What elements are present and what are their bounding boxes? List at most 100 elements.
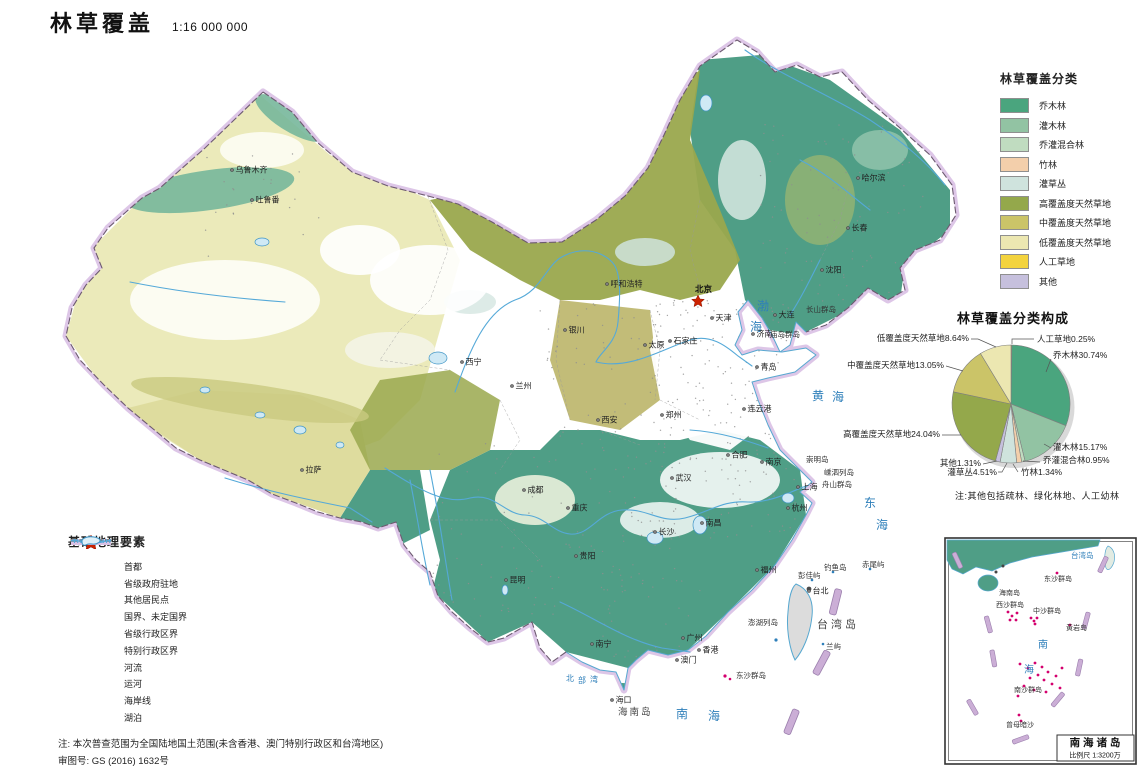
legend-label: 乔灌混合林: [1039, 140, 1085, 151]
geo-legend-item: 其他居民点: [68, 538, 278, 609]
capital-label: 北京: [695, 284, 713, 294]
island-label: 澎湖列岛: [748, 617, 778, 627]
small-islands: [723, 567, 872, 681]
sea-label: 海: [750, 319, 762, 334]
geo-legend-item: 湖泊: [68, 536, 278, 726]
island-label-large: 台湾岛: [817, 617, 859, 631]
legend-label: 灌木林: [1039, 120, 1067, 131]
pie-slice-label: 人工草地0.25%: [1037, 334, 1096, 344]
capital-star-icon: [691, 294, 705, 308]
special-boundary-icon: [68, 540, 116, 658]
island-label: 彭佳屿: [798, 570, 821, 580]
province-boundary-icon: [68, 540, 116, 642]
page-title: 林草覆盖: [50, 11, 155, 36]
pie-slice-label: 灌木林15.17%: [1053, 442, 1108, 452]
legend-swatch: [1000, 254, 1029, 270]
island-label: 舟山群岛: [822, 479, 852, 489]
legend-label: 其他: [1039, 276, 1058, 287]
pie-slice-label: 中覆盖度天然草地13.05%: [847, 360, 944, 370]
geo-legend-label: 运河: [124, 679, 143, 690]
island-label: 庙岛群岛: [770, 329, 800, 339]
pie-slice-label: 其他1.31%: [940, 458, 982, 468]
city-label: 南宁: [596, 639, 612, 649]
legend-item: 其他: [1000, 272, 1142, 292]
city-label: 郑州: [666, 410, 682, 420]
island-label: 崇明岛: [806, 454, 829, 464]
settlement-icon: [68, 538, 116, 608]
city-label: 澳门: [681, 655, 697, 665]
sea-label: 湾: [590, 674, 598, 684]
city-label: 海口: [616, 695, 632, 705]
pie-title: 林草覆盖分类构成: [957, 311, 1069, 326]
legend-swatch: [1000, 98, 1029, 114]
geo-legend-item: 运河: [68, 539, 278, 693]
legend-label: 乔木林: [1039, 101, 1067, 112]
pie-slice-label: 乔木林30.74%: [1053, 350, 1108, 360]
inset-label: 海南岛: [999, 588, 1020, 597]
legend-label: 人工草地: [1039, 257, 1076, 268]
pie-slice-label: 灌草丛4.51%: [947, 467, 997, 477]
city-label: 成都: [528, 485, 544, 495]
geo-legend-item: 海岸线: [68, 540, 278, 709]
city-label: 上海: [802, 482, 818, 492]
page-header: 林草覆盖 1:16 000 000: [50, 6, 248, 38]
inset-label: 西沙群岛: [996, 600, 1024, 609]
national-boundary-icon: [68, 539, 116, 625]
geo-legend-label: 海岸线: [124, 696, 152, 707]
geo-legend-item: 国界、未定国界: [68, 539, 278, 625]
legend-label: 低覆盖度天然草地: [1039, 237, 1112, 248]
pie-slice: [980, 344, 1012, 406]
taiwan-island: [787, 583, 813, 661]
city-label: 台北: [813, 586, 829, 596]
island-label: 嵊泗列岛: [824, 467, 854, 477]
city-label: 南京: [766, 457, 782, 467]
cover-legend: 林草覆盖分类 乔木林灌木林乔灌混合林竹林灌草丛高覆盖度天然草地 中覆盖度天然草地低…: [1000, 70, 1142, 291]
city-label: 沈阳: [826, 265, 842, 275]
city-label: 香港: [703, 645, 719, 655]
city-label: 杭州: [792, 503, 808, 513]
pie-slice: [1010, 344, 1071, 427]
city-label: 贵阳: [580, 551, 596, 561]
city-label: 武汉: [676, 473, 692, 483]
coastline: [565, 299, 817, 691]
legend-item: 高覆盖度天然草地: [1000, 194, 1142, 214]
legend-swatch: [1000, 117, 1029, 133]
pie-note: 注:其他包括疏林、绿化林地、人工幼林: [955, 490, 1120, 501]
legend-swatch: [1000, 137, 1029, 153]
legend-item: 人工草地: [1000, 252, 1142, 272]
inset-label: 南: [1038, 638, 1048, 651]
city-label: 拉萨: [306, 465, 322, 475]
lake-icon: [68, 536, 116, 726]
cover-legend-title: 林草覆盖分类: [1000, 72, 1079, 86]
sea-label: 南: [676, 706, 688, 721]
legend-swatch: [1000, 234, 1029, 250]
inset-label: 台湾岛: [1071, 550, 1094, 560]
legend-label: 竹林: [1039, 159, 1058, 170]
sea-label: 东: [864, 496, 876, 510]
inset-label: 南沙群岛: [1014, 685, 1042, 694]
inset-label: 东沙群岛: [1044, 574, 1072, 583]
city-label: 长沙: [659, 527, 675, 537]
city-label: 广州: [687, 633, 703, 643]
legend-label: 灌草丛: [1039, 179, 1067, 190]
sea-boundary-dashes: [783, 588, 843, 735]
island-label-large: 海南岛: [618, 706, 653, 718]
island-label: 兰屿: [826, 641, 841, 651]
geo-legend-item: 河流: [68, 539, 278, 676]
geo-legend-label: 河流: [124, 662, 143, 673]
legend-swatch: [1000, 176, 1029, 192]
legend-item: 灌木林: [1000, 116, 1142, 136]
geo-legend-item: 首都: [68, 534, 278, 575]
inset-title: 南 海 诸 岛: [1070, 736, 1121, 749]
city-label: 南昌: [706, 518, 722, 528]
river-icon: [68, 539, 116, 675]
city-label: 西宁: [466, 357, 482, 367]
legend-item: 灌草丛: [1000, 174, 1142, 194]
geo-legend-item: 省级行政区界: [68, 540, 278, 642]
legend-item: 中覆盖度天然草地: [1000, 213, 1142, 233]
inset-label: 曾母暗沙: [1006, 720, 1034, 729]
city-label: 吐鲁番: [256, 195, 280, 205]
lakes-layer: [199, 94, 795, 596]
legend-item: 乔灌混合林: [1000, 135, 1142, 155]
